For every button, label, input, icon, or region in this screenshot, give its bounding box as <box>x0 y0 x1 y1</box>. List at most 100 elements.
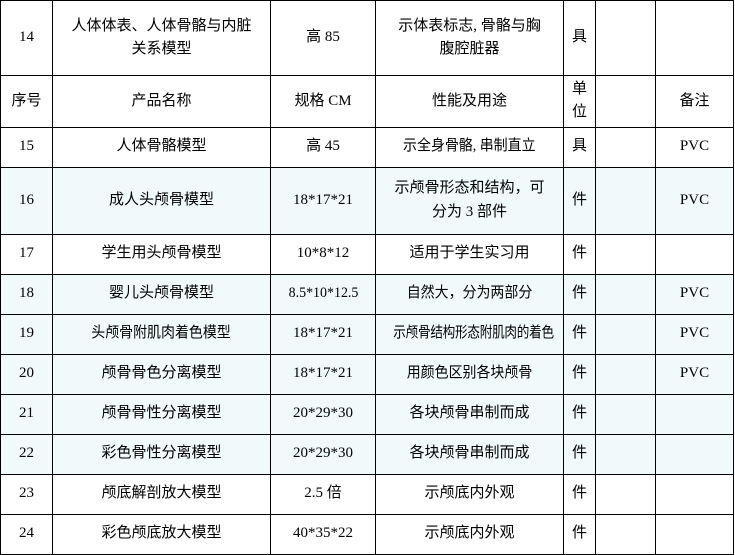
cell-use: 自然大，分为两部分 <box>375 273 564 315</box>
cell-seq: 15 <box>0 126 53 168</box>
column-header-blank <box>595 75 656 128</box>
cell-seq: 17 <box>0 233 53 275</box>
cell-note: PVC <box>655 166 734 235</box>
cell-unit: 件 <box>563 433 596 475</box>
product-name-line-2: 关系模型 <box>131 41 192 57</box>
cell-product-name: 颅底解剖放大模型 <box>52 473 271 515</box>
cell-note <box>655 0 734 76</box>
cell-use: 示颅骨形态和结构，可 分为 3 部件 <box>375 166 564 235</box>
cell-product-name: 人体骨骼模型 <box>52 126 271 168</box>
product-name-line-1: 人体体表、人体骨骼与内脏 <box>71 17 252 34</box>
use-line-2: 腹腔脏器 <box>439 41 500 57</box>
use-text: 示颅骨结构形态附肌肉的着色 <box>393 325 554 342</box>
column-header-spec: 规格 CM <box>270 75 376 128</box>
cell-spec: 10*8*12 <box>270 233 376 275</box>
cell-product-name: 头颅骨附肌肉着色模型 <box>52 313 271 355</box>
table-row-24: 24 彩色颅底放大模型 40*35*22 示颅底内外观 件 <box>0 513 734 555</box>
cell-unit: 件 <box>563 473 596 515</box>
cell-unit: 件 <box>563 233 596 275</box>
cell-spec: 高 45 <box>270 126 376 168</box>
table-row-18: 18 婴儿头颅骨模型 8.5*10*12.5 自然大，分为两部分 件 PVC <box>0 273 734 315</box>
use-text: 示全身骨骼, 串制直立 <box>403 138 536 155</box>
table-row-20: 20 颅骨骨色分离模型 18*17*21 用颜色区别各块颅骨 件 PVC <box>0 353 734 395</box>
cell-product-name: 彩色颅底放大模型 <box>52 513 271 555</box>
cell-use: 示颅底内外观 <box>375 473 564 515</box>
table-row-16: 16 成人头颅骨模型 18*17*21 示颅骨形态和结构，可 分为 3 部件 件… <box>0 166 734 235</box>
cell-note: PVC <box>655 273 734 315</box>
cell-blank <box>595 313 656 355</box>
cell-unit: 具 <box>563 0 596 76</box>
cell-note: PVC <box>655 353 734 395</box>
cell-note <box>655 433 734 475</box>
cell-seq: 24 <box>0 513 53 555</box>
cell-unit: 件 <box>563 393 596 435</box>
use-text: 用颜色区别各块颅骨 <box>406 365 533 382</box>
column-header-seq: 序号 <box>0 75 53 128</box>
table-row-23: 23 颅底解剖放大模型 2.5 倍 示颅底内外观 件 <box>0 473 734 515</box>
cell-spec: 20*29*30 <box>270 393 376 435</box>
cell-blank <box>595 513 656 555</box>
cell-use: 示体表标志, 骨骼与胸 腹腔脏器 <box>375 0 564 76</box>
table-row-21: 21 颅骨骨性分离模型 20*29*30 各块颅骨串制而成 件 <box>0 393 734 435</box>
table-header-row: 序号 产品名称 规格 CM 性能及用途 单位 备注 <box>0 75 734 128</box>
cell-unit: 件 <box>563 273 596 315</box>
cell-spec: 20*29*30 <box>270 433 376 475</box>
cell-use: 各块颅骨串制而成 <box>375 393 564 435</box>
cell-unit: 件 <box>563 166 596 235</box>
cell-note <box>655 473 734 515</box>
cell-seq: 20 <box>0 353 53 395</box>
cell-note <box>655 513 734 555</box>
cell-product-name: 颅骨骨性分离模型 <box>52 393 271 435</box>
cell-spec: 高 85 <box>270 0 376 76</box>
column-header-use: 性能及用途 <box>375 75 564 128</box>
cell-seq: 16 <box>0 166 53 235</box>
cell-seq: 14 <box>0 0 53 76</box>
cell-product-name: 颅骨骨色分离模型 <box>52 353 271 395</box>
cell-product-name: 彩色骨性分离模型 <box>52 433 271 475</box>
cell-note <box>655 393 734 435</box>
cell-spec: 18*17*21 <box>270 166 376 235</box>
column-header-unit: 单位 <box>563 75 596 128</box>
use-line-1: 示体表标志, 骨骼与胸 <box>398 17 541 34</box>
column-header-name: 产品名称 <box>52 75 271 128</box>
cell-product-name: 人体体表、人体骨骼与内脏 关系模型 <box>52 0 271 76</box>
table-row-17: 17 学生用头颅骨模型 10*8*12 适用于学生实习用 件 <box>0 233 734 275</box>
cell-product-name: 成人头颅骨模型 <box>52 166 271 235</box>
table-row-22: 22 彩色骨性分离模型 20*29*30 各块颅骨串制而成 件 <box>0 433 734 475</box>
cell-blank <box>595 393 656 435</box>
cell-spec: 40*35*22 <box>270 513 376 555</box>
cell-spec: 8.5*10*12.5 <box>270 273 376 315</box>
cell-seq: 21 <box>0 393 53 435</box>
cell-spec: 2.5 倍 <box>270 473 376 515</box>
cell-blank <box>595 433 656 475</box>
cell-use: 示颅骨结构形态附肌肉的着色 <box>375 313 564 355</box>
cell-unit: 具 <box>563 126 596 168</box>
cell-unit: 件 <box>563 353 596 395</box>
product-name-text: 头颅骨附肌肉着色模型 <box>91 325 232 342</box>
cell-use: 示全身骨骼, 串制直立 <box>375 126 564 168</box>
cell-blank <box>595 233 656 275</box>
cell-unit: 件 <box>563 513 596 555</box>
table-row-14: 14 人体体表、人体骨骼与内脏 关系模型 高 85 示体表标志, 骨骼与胸 腹腔… <box>0 0 734 76</box>
cell-blank <box>595 353 656 395</box>
cell-seq: 19 <box>0 313 53 355</box>
cell-product-name: 婴儿头颅骨模型 <box>52 273 271 315</box>
cell-blank <box>595 126 656 168</box>
cell-seq: 23 <box>0 473 53 515</box>
column-header-note: 备注 <box>655 75 734 128</box>
cell-unit: 件 <box>563 313 596 355</box>
use-line-1: 示颅骨形态和结构，可 <box>394 180 545 197</box>
cell-use: 适用于学生实习用 <box>375 233 564 275</box>
table-row-15: 15 人体骨骼模型 高 45 示全身骨骼, 串制直立 具 PVC <box>0 126 734 168</box>
cell-spec: 18*17*21 <box>270 353 376 395</box>
cell-blank <box>595 0 656 76</box>
cell-product-name: 学生用头颅骨模型 <box>52 233 271 275</box>
cell-note: PVC <box>655 313 734 355</box>
cell-use: 各块颅骨串制而成 <box>375 433 564 475</box>
cell-spec: 18*17*21 <box>270 313 376 355</box>
cell-blank <box>595 166 656 235</box>
cell-use: 示颅底内外观 <box>375 513 564 555</box>
use-text: 自然大，分为两部分 <box>406 285 533 302</box>
